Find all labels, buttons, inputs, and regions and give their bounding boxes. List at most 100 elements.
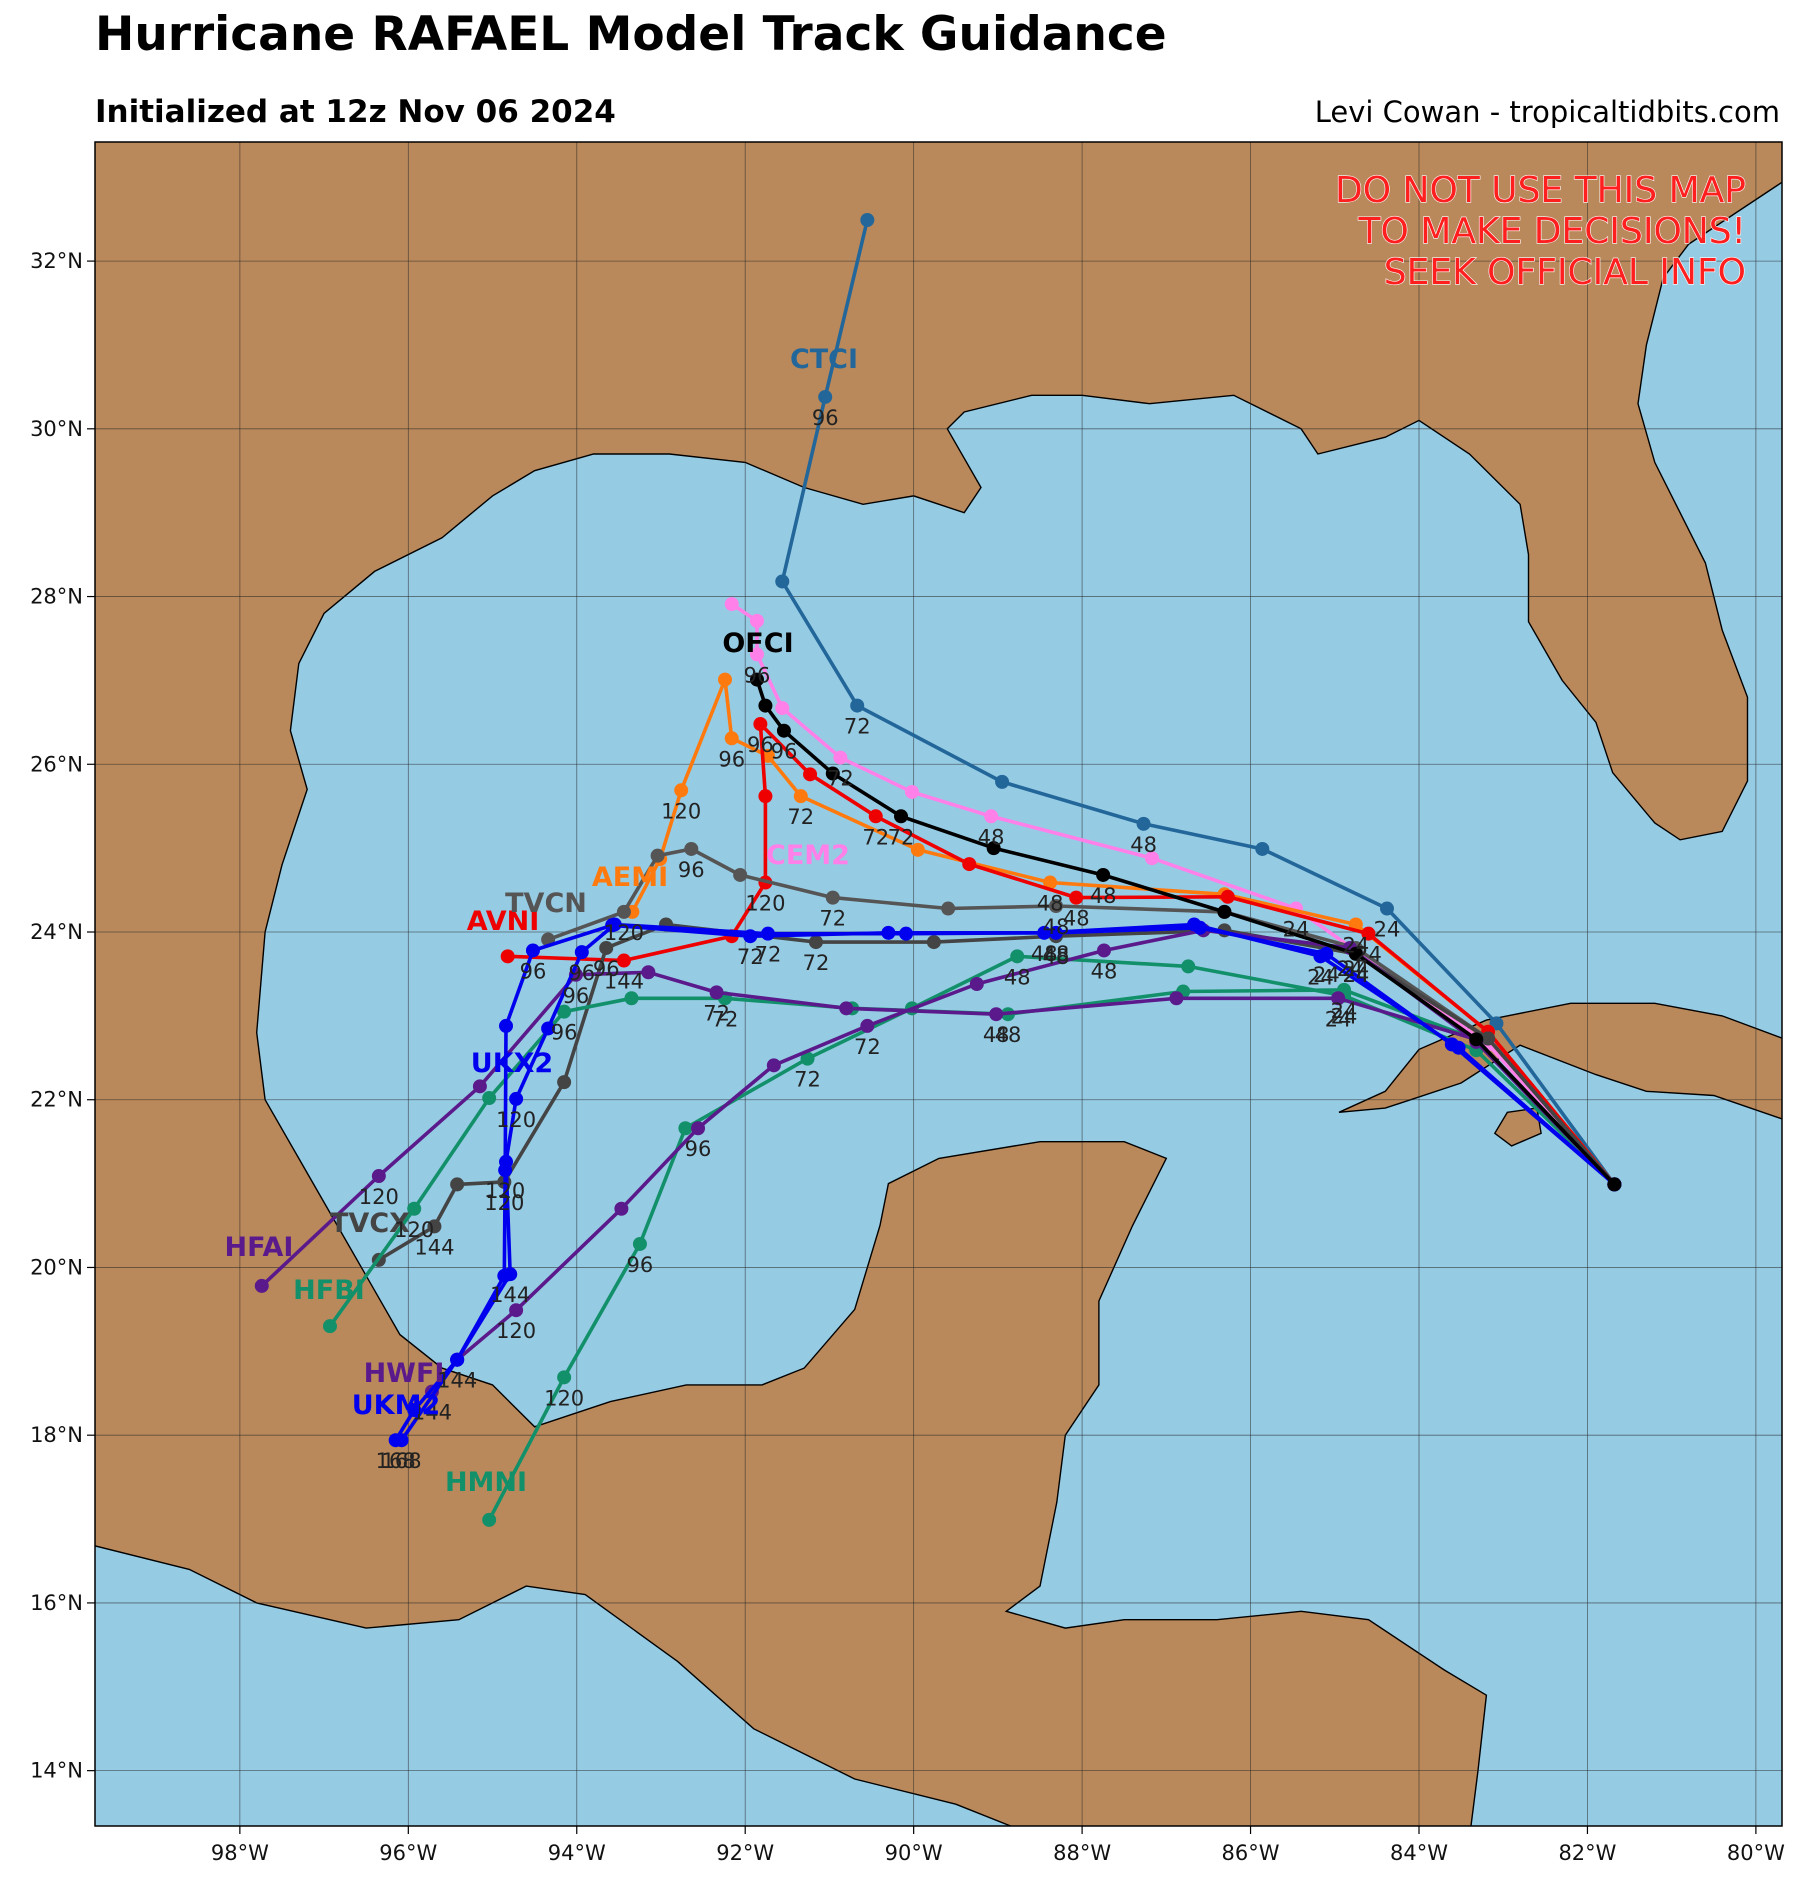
hour-label: 168 [382, 1449, 422, 1473]
track-point [641, 965, 656, 980]
track-point [753, 717, 768, 732]
track-point [776, 723, 791, 738]
model-name: CEM2 [766, 840, 850, 871]
hour-label: 24 [1342, 957, 1369, 981]
track-point [989, 1007, 1004, 1022]
hour-label: 24 [1355, 943, 1382, 967]
track-point [1379, 901, 1394, 916]
hour-label: 48 [1037, 892, 1064, 916]
hour-label: 48 [1043, 915, 1070, 939]
track-point [803, 767, 818, 782]
track-point [825, 766, 840, 781]
warning-line: SEEK OFFICIAL INFO [1384, 252, 1746, 293]
model-name: AVNI [467, 906, 540, 937]
x-tick-label: 96°W [379, 1841, 437, 1865]
hour-label: 24 [1307, 965, 1334, 989]
hour-label: 96 [593, 957, 620, 981]
track-point [674, 783, 689, 798]
track-point [541, 1021, 556, 1036]
land [1493, 1107, 1542, 1147]
track-point [793, 789, 808, 804]
track-point [1331, 991, 1346, 1006]
hour-label: 144 [490, 1283, 530, 1307]
track-point [1145, 851, 1160, 866]
y-tick-label: 32°N [30, 249, 83, 273]
hour-label: 72 [712, 1007, 739, 1031]
y-tick-label: 14°N [30, 1759, 83, 1783]
track-point [1169, 991, 1184, 1006]
tracks [254, 212, 1622, 1527]
track-point [1217, 904, 1232, 919]
track-point [1361, 926, 1376, 941]
x-tick-label: 80°W [1727, 1841, 1785, 1865]
hour-label: 96 [678, 858, 705, 882]
title: Hurricane RAFAEL Model Track Guidance [95, 7, 1167, 62]
hour-label: 48 [983, 1023, 1010, 1047]
hour-label: 120 [544, 1386, 584, 1410]
hour-label: 96 [551, 1021, 578, 1045]
land [95, 142, 1782, 1826]
track-point [860, 1018, 875, 1033]
track-point [482, 1512, 497, 1527]
track-point [984, 809, 999, 824]
track-point [678, 1121, 693, 1136]
hour-label: 96 [563, 984, 590, 1008]
hour-label: 48 [1130, 833, 1157, 857]
track-point [691, 1121, 706, 1136]
x-tick-label: 84°W [1390, 1841, 1448, 1865]
warning-line: TO MAKE DECISIONS! [1358, 211, 1747, 252]
track-point [616, 953, 631, 968]
track-point [254, 1278, 269, 1293]
map-frame [94, 141, 1783, 1827]
hour-label: 24 [1313, 963, 1340, 987]
track-point [1444, 1037, 1459, 1052]
hour-label: 24 [1331, 999, 1358, 1023]
model-name: HMNI [445, 1467, 527, 1498]
track-point [388, 1433, 403, 1448]
track-point [709, 985, 724, 1000]
hour-label: 96 [744, 663, 771, 687]
hour-label: 96 [812, 406, 839, 430]
hour-label: 120 [359, 1185, 399, 1209]
hour-label: 24 [1374, 918, 1401, 942]
hour-label: 72 [787, 805, 814, 829]
track-point [749, 672, 764, 687]
track-point [995, 774, 1010, 789]
hour-label: 144 [414, 1235, 454, 1259]
track-point [760, 926, 775, 941]
track-point [472, 1079, 487, 1094]
track-point [407, 1403, 422, 1418]
model-name: TVCX [330, 1208, 410, 1239]
track-point [499, 1018, 514, 1033]
track-point [525, 943, 540, 958]
x-tick-label: 94°W [548, 1841, 606, 1865]
hour-label: 96 [685, 1137, 712, 1161]
track-point [574, 945, 589, 960]
track-point [808, 935, 823, 950]
track-point [557, 1370, 572, 1385]
track-point [624, 991, 639, 1006]
track-line [328, 988, 1616, 1328]
hour-label: 96 [718, 747, 745, 771]
hour-label: 120 [661, 799, 701, 823]
track-point [497, 1268, 512, 1283]
hour-label: 72 [703, 1001, 730, 1025]
track-point [498, 1163, 513, 1178]
track-point [557, 1004, 572, 1019]
track-point [825, 890, 840, 905]
track-point [986, 841, 1001, 856]
track-point [557, 1075, 572, 1090]
hour-label: 72 [844, 715, 871, 739]
hour-label: 48 [1090, 884, 1117, 908]
track-point [818, 389, 833, 404]
track-point [941, 901, 956, 916]
y-tick-label: 18°N [30, 1423, 83, 1447]
hour-label: 120 [604, 921, 644, 945]
track-point [1193, 920, 1208, 935]
track-point [1048, 899, 1063, 914]
x-tick-label: 86°W [1222, 1841, 1280, 1865]
track-point [500, 949, 515, 964]
track-point [1481, 1031, 1496, 1046]
track-point [616, 904, 631, 919]
